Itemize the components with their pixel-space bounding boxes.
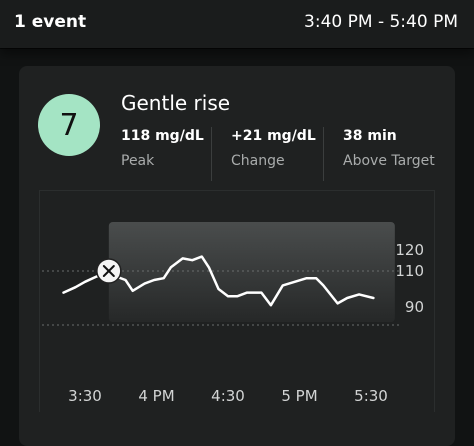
y-tick-label: 120: [395, 241, 424, 259]
event-title: Gentle rise: [121, 91, 231, 115]
x-tick-label: 5:30: [354, 387, 388, 405]
meal-marker[interactable]: [96, 258, 122, 284]
x-tick-label: 5 PM: [281, 387, 317, 405]
score-badge: 7: [38, 94, 100, 156]
event-window-highlight: [108, 222, 395, 322]
stat-peak-value: 118 mg/dL: [121, 128, 204, 144]
stat-above-target-value: 38 min: [343, 128, 397, 144]
time-range: 3:40 PM - 5:40 PM: [304, 12, 458, 32]
x-tick-label: 4:30: [211, 387, 245, 405]
stat-peak: 118 mg/dL Peak: [121, 128, 204, 169]
score-value: 7: [59, 107, 79, 143]
y-tick-label: 90: [405, 298, 424, 316]
x-tick-label: 3:30: [68, 387, 102, 405]
chart-frame: [39, 190, 435, 412]
stat-change-value: +21 mg/dL: [231, 128, 316, 144]
event-count: 1 event: [14, 12, 87, 32]
stat-change: +21 mg/dL Change: [231, 128, 316, 169]
stat-above-target: 38 min Above Target: [343, 128, 435, 169]
x-tick-label: 4 PM: [138, 387, 174, 405]
fork-knife-icon: [102, 265, 115, 277]
stat-divider: [211, 127, 212, 181]
stat-peak-label: Peak: [121, 153, 155, 169]
event-header: 1 event 3:40 PM - 5:40 PM: [0, 0, 474, 48]
stat-change-label: Change: [231, 153, 285, 169]
y-tick-label: 110: [395, 262, 424, 280]
stat-above-target-label: Above Target: [343, 153, 435, 169]
stat-divider: [323, 127, 324, 181]
glucose-chart[interactable]: 120 110 90 3:30 4 PM 4:30 5 PM 5:30: [0, 0, 474, 424]
